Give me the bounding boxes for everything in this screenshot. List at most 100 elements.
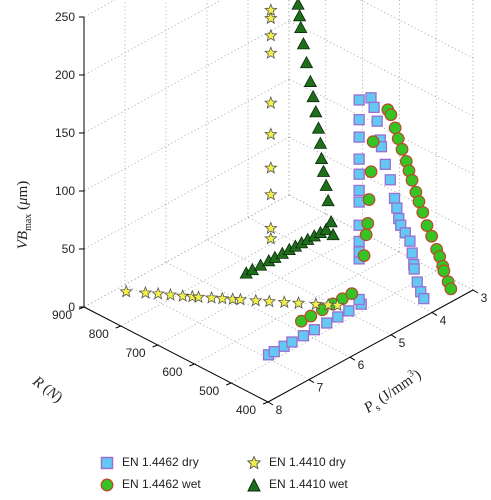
- data-point-triangle: [306, 89, 320, 103]
- data-point-star: [264, 46, 278, 59]
- y-tick-label: 600: [162, 365, 182, 379]
- data-point-star: [185, 289, 200, 303]
- z-tick-label: 0: [68, 300, 75, 314]
- data-point-circle: [420, 219, 434, 232]
- grid-line: [124, 284, 310, 380]
- data-points: [119, 0, 458, 361]
- z-tick-label: 100: [55, 184, 75, 198]
- x-tick-label: 8: [276, 403, 283, 417]
- data-point-star: [264, 231, 278, 245]
- z-tick-label: 150: [55, 126, 75, 140]
- data-point-triangle: [299, 55, 314, 69]
- data-point-star: [291, 296, 306, 309]
- data-point-square: [388, 192, 401, 205]
- data-point-square: [391, 202, 403, 214]
- data-point-circle: [357, 249, 371, 263]
- data-point-square: [308, 324, 321, 336]
- data-point-triangle: [316, 164, 331, 177]
- data-point-star: [264, 28, 278, 42]
- y-tick-mark: [189, 363, 195, 367]
- data-point-square: [379, 158, 391, 170]
- data-point-star: [215, 291, 230, 305]
- z-tick-label: 250: [55, 10, 75, 24]
- data-point-circle: [359, 228, 373, 242]
- data-point-star: [225, 292, 240, 306]
- data-point-square: [353, 184, 365, 197]
- data-point-circle: [362, 193, 376, 206]
- data-point-star: [264, 95, 278, 109]
- data-point-square: [365, 92, 377, 104]
- x-tick-label: 5: [399, 336, 406, 350]
- data-point-triangle: [294, 20, 308, 33]
- x-tick-mark: [308, 379, 315, 384]
- data-point-circle: [405, 173, 419, 187]
- data-point-star: [249, 293, 263, 307]
- data-point-square: [353, 114, 365, 126]
- data-point-circle: [416, 205, 430, 219]
- axes: [78, 16, 479, 406]
- data-point-star: [204, 290, 219, 304]
- data-point-triangle: [292, 8, 307, 22]
- x-tick-label: 4: [440, 313, 447, 327]
- data-point-circle: [395, 142, 409, 156]
- data-point-circle: [366, 135, 380, 149]
- data-point-triangle: [311, 121, 326, 134]
- data-point-triangle: [326, 227, 340, 241]
- data-point-star: [175, 288, 190, 302]
- data-point-square: [321, 317, 333, 329]
- data-point-square: [286, 336, 298, 348]
- grid-line: [194, 251, 400, 365]
- data-point-triangle: [319, 222, 333, 235]
- data-point-square: [418, 292, 430, 305]
- data-point-triangle: [319, 178, 333, 191]
- data-point-square: [353, 153, 365, 165]
- data-point-star: [264, 221, 278, 235]
- data-point-triangle: [314, 151, 329, 165]
- data-point-star: [330, 298, 345, 312]
- y-tick-mark: [262, 401, 269, 405]
- data-point-triangle: [309, 105, 323, 118]
- y-tick-label: 700: [126, 346, 146, 360]
- data-point-star: [262, 294, 277, 308]
- data-point-star: [264, 127, 278, 141]
- x-tick-label: 3: [481, 291, 488, 305]
- data-point-star: [277, 295, 292, 309]
- data-point-circle: [345, 287, 359, 301]
- data-point-star: [119, 284, 133, 298]
- data-point-triangle: [291, 0, 305, 10]
- data-point-star: [151, 286, 165, 300]
- z-tick-label: 200: [55, 68, 75, 82]
- x-axis-label: Ps (J/mm3): [359, 365, 426, 419]
- data-point-star: [191, 290, 206, 303]
- data-point-star: [163, 287, 178, 301]
- y-tick-label: 800: [89, 327, 109, 341]
- grid-line: [165, 261, 351, 358]
- grid-line: [247, 217, 433, 313]
- grid-line: [288, 20, 474, 117]
- data-point-square: [371, 115, 383, 127]
- data-point-triangle: [313, 136, 328, 149]
- data-point-square: [353, 168, 365, 180]
- y-tick-mark: [226, 382, 232, 386]
- data-point-star: [233, 292, 248, 306]
- grid-line: [83, 0, 116, 18]
- grid-line: [83, 194, 290, 308]
- data-point-square: [353, 196, 365, 208]
- grid-line: [157, 232, 363, 346]
- data-point-square: [406, 247, 418, 259]
- data-point-square: [268, 345, 280, 358]
- grid-line: [231, 270, 437, 384]
- data-point-star: [264, 187, 278, 201]
- data-point-circle: [444, 282, 458, 296]
- data-point-circle: [361, 217, 375, 230]
- data-point-triangle: [296, 37, 311, 50]
- data-point-square: [404, 235, 416, 247]
- data-point-circle: [304, 309, 318, 323]
- x-axis-line: [267, 289, 474, 403]
- data-point-square: [353, 94, 365, 106]
- data-point-star: [309, 297, 323, 311]
- x-tick-label: 7: [317, 381, 324, 395]
- data-point-square: [368, 101, 380, 114]
- data-point-triangle: [303, 74, 318, 87]
